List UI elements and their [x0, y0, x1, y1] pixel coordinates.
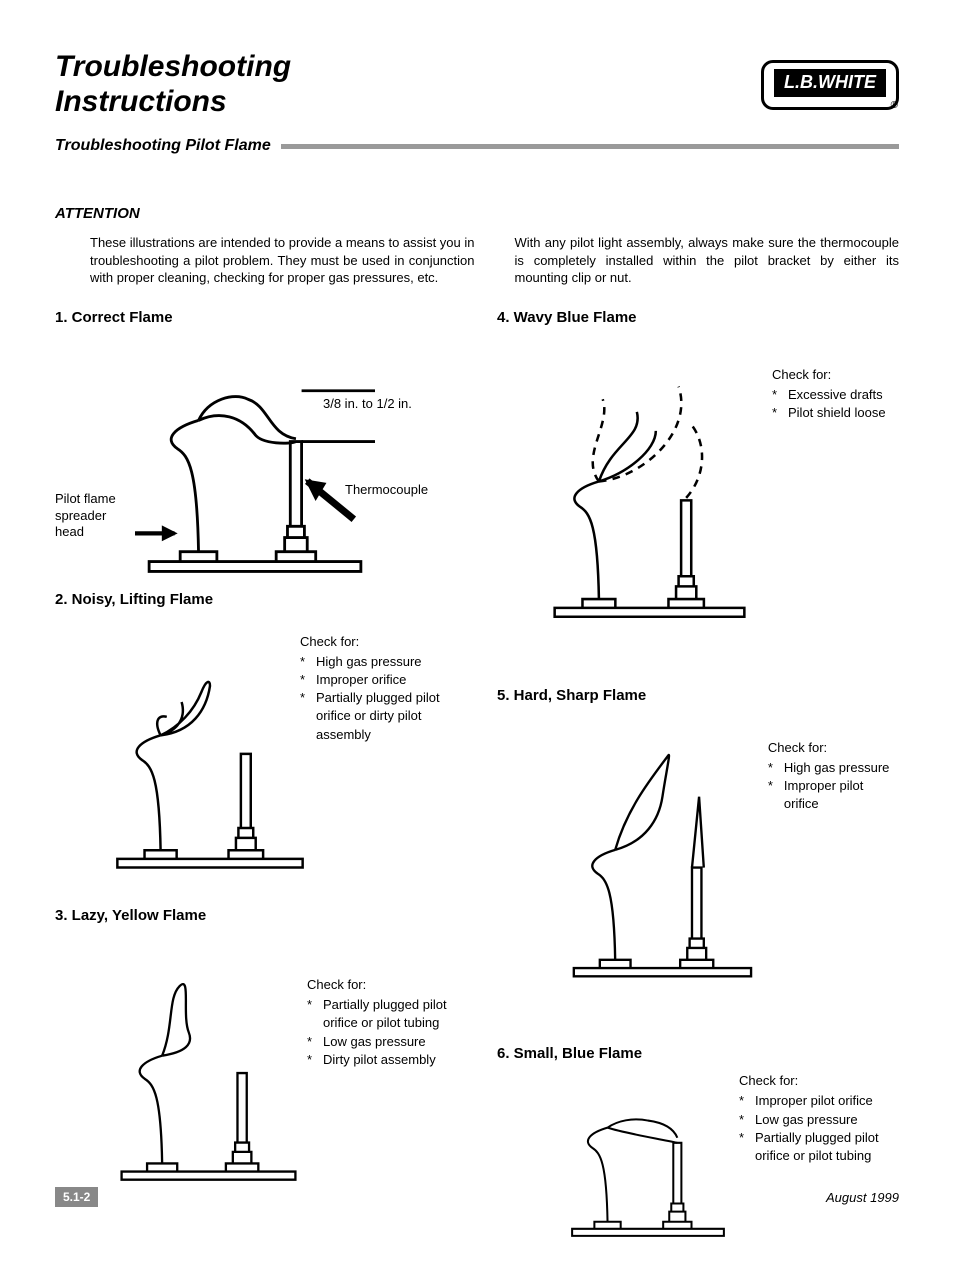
check-item: *Improper pilot orifice [739, 1092, 899, 1110]
checklist-lazy: Check for: *Partially plugged pilot orif… [307, 976, 457, 1069]
section-divider [281, 144, 899, 149]
item-wavy-flame: 4. Wavy Blue Flame Check for: *Excessive… [497, 309, 899, 627]
check-item: *Low gas pressure [739, 1111, 899, 1129]
checklist-noisy: Check for: *High gas pressure*Improper o… [300, 633, 450, 744]
section-title: Troubleshooting Pilot Flame [55, 137, 271, 155]
checklist-hard: Check for: *High gas pressure*Improper p… [768, 739, 899, 814]
intro-text-left: These illustrations are intended to prov… [55, 234, 475, 287]
wavy-flame-diagram [542, 336, 757, 627]
small-flame-diagram [562, 1072, 734, 1244]
page-title-line1: Troubleshooting [55, 50, 291, 85]
item-hard-flame: 5. Hard, Sharp Flame Check for: *High ga… [497, 687, 899, 986]
item-correct-flame: 1. Correct Flame [55, 309, 457, 561]
checklist-wavy: Check for: *Excessive drafts*Pilot shiel… [772, 366, 886, 423]
item-title: 6. Small, Blue Flame [497, 1045, 899, 1062]
registered-icon: ® [891, 100, 898, 111]
dimension-label: 3/8 in. to 1/2 in. [323, 396, 412, 413]
footer-date: August 1999 [826, 1190, 899, 1205]
item-title: 3. Lazy, Yellow Flame [55, 907, 457, 924]
check-item: *High gas pressure [768, 759, 899, 777]
attention-heading: ATTENTION [55, 205, 899, 222]
check-item: *Partially plugged pilot orifice or pilo… [739, 1129, 899, 1165]
intro-text-right: With any pilot light assembly, always ma… [515, 234, 900, 287]
check-item: *Partially plugged pilot orifice or pilo… [307, 996, 457, 1032]
spreader-label-3: head [55, 524, 116, 541]
noisy-flame-diagram [105, 618, 315, 877]
check-item: *Pilot shield loose [772, 404, 886, 422]
item-title: 5. Hard, Sharp Flame [497, 687, 899, 704]
checklist-small: Check for: *Improper pilot orifice*Low g… [739, 1072, 899, 1165]
item-noisy-flame: 2. Noisy, Lifting Flame Check for: *High… [55, 591, 457, 877]
brand-logo-text: L.B.WHITE [774, 69, 886, 97]
item-title: 2. Noisy, Lifting Flame [55, 591, 457, 608]
brand-logo: L.B.WHITE ® [761, 60, 899, 110]
page-number-badge: 5.1-2 [55, 1187, 98, 1207]
item-lazy-flame: 3. Lazy, Yellow Flame Check for: *Partia… [55, 907, 457, 1189]
item-title: 1. Correct Flame [55, 309, 457, 326]
thermocouple-label: Thermocouple [345, 482, 428, 499]
lazy-flame-diagram [110, 934, 307, 1189]
spreader-label-2: spreader [55, 508, 116, 525]
page-title-line2: Instructions [55, 85, 291, 120]
check-item: *Improper pilot orifice [768, 777, 899, 813]
check-item: *Excessive drafts [772, 386, 886, 404]
item-small-flame: 6. Small, Blue Flame Check for: *Imprope… [497, 1045, 899, 1244]
hard-flame-diagram [562, 714, 763, 986]
check-item: *Low gas pressure [307, 1033, 457, 1051]
check-item: *Partially plugged pilot orifice or dirt… [300, 689, 450, 744]
check-item: *Dirty pilot assembly [307, 1051, 457, 1069]
item-title: 4. Wavy Blue Flame [497, 309, 899, 326]
spreader-label-1: Pilot flame [55, 491, 116, 508]
check-item: *High gas pressure [300, 653, 450, 671]
check-item: *Improper orifice [300, 671, 450, 689]
